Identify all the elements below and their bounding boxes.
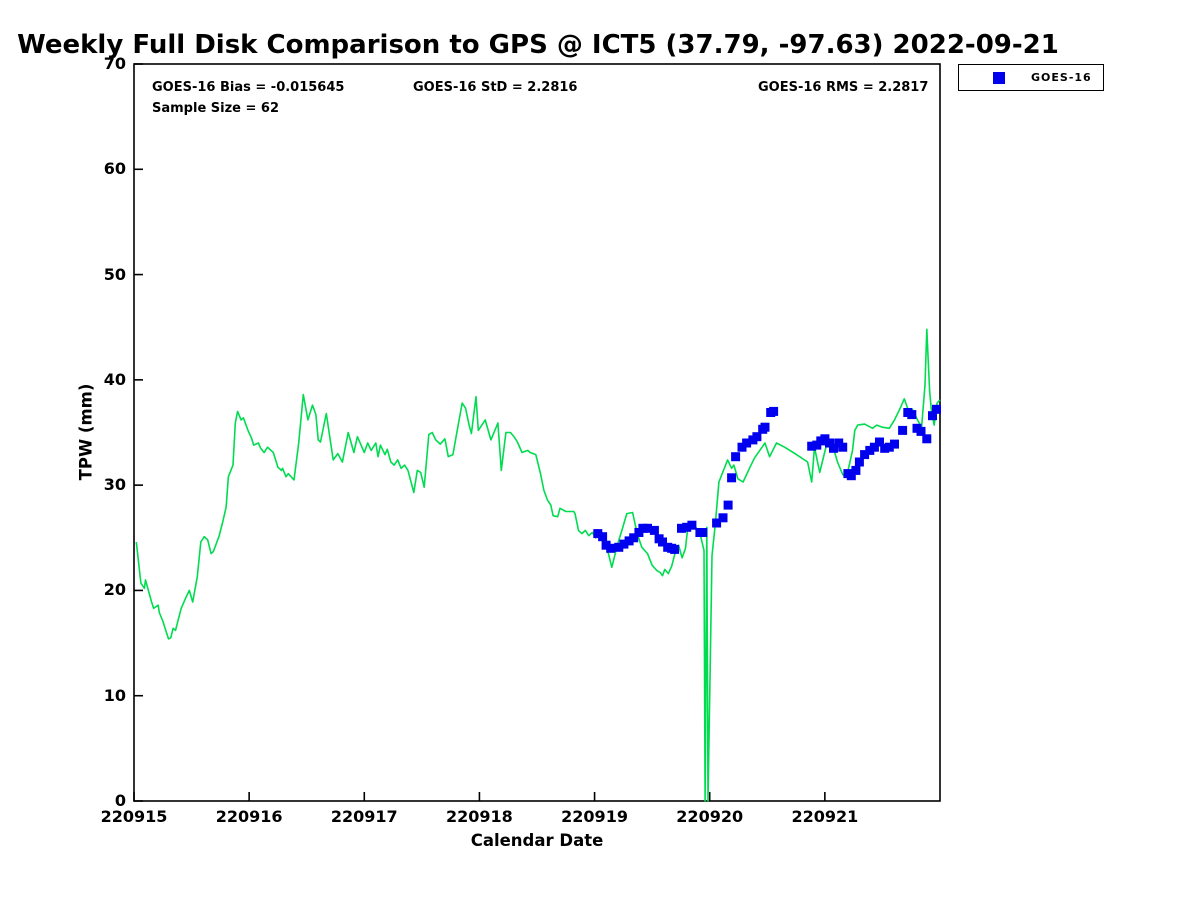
- x-tick-label: 220916: [215, 807, 283, 826]
- goes16-data-point-marker: [737, 442, 747, 452]
- goes16-data-point-marker: [854, 457, 864, 467]
- goes16-data-point-marker: [829, 443, 838, 453]
- goes16-data-point-marker: [727, 473, 737, 483]
- x-tick-label: 220917: [330, 807, 398, 826]
- goes16-data-point-marker: [731, 452, 741, 462]
- goes16-data-point-marker: [606, 543, 616, 553]
- goes16-data-point-marker: [712, 518, 722, 528]
- legend-goes16-label: GOES-16: [1031, 71, 1092, 84]
- x-axis-label: Calendar Date: [470, 831, 604, 850]
- goes16-data-point-marker: [682, 522, 692, 532]
- legend-goes16-marker-icon: [993, 71, 1005, 84]
- goes16-data-point-marker: [807, 441, 817, 451]
- goes16-data-point-marker: [658, 537, 667, 547]
- goes16-data-point-marker: [760, 422, 770, 432]
- gps-line-series: [135, 328, 941, 802]
- goes16-data-point-marker: [825, 438, 834, 448]
- goes16-data-point-marker: [898, 425, 908, 435]
- goes16-data-point-marker: [698, 528, 708, 537]
- stat-sample-size: Sample Size = 62: [152, 101, 280, 116]
- x-tick-label: 220919: [561, 807, 628, 826]
- goes16-data-point-marker: [677, 523, 686, 533]
- x-tick-label: 220915: [100, 807, 168, 826]
- goes16-data-point-marker: [769, 406, 779, 416]
- goes16-data-point-marker: [865, 445, 875, 455]
- goes16-data-point-marker: [593, 529, 603, 539]
- legend-box: GOES-16: [958, 64, 1104, 91]
- plot-box: [133, 63, 941, 802]
- goes16-data-point-marker: [890, 439, 899, 449]
- stat-bias: GOES-16 Bias = -0.015645: [152, 80, 345, 95]
- goes16-data-point-marker: [916, 426, 926, 436]
- y-tick-label: 50: [103, 264, 126, 284]
- goes16-data-point-marker: [643, 523, 652, 533]
- goes16-data-point-marker: [820, 434, 830, 444]
- goes16-data-point-marker: [884, 442, 894, 452]
- gps-line: [135, 328, 941, 802]
- goes16-data-point-marker: [718, 513, 728, 523]
- goes16-data-point-marker: [907, 410, 917, 420]
- goes16-data-point-marker: [687, 520, 697, 530]
- y-tick-label: 0: [114, 791, 126, 810]
- x-tick-label: 220918: [446, 807, 513, 826]
- goes16-data-point-marker: [629, 533, 639, 543]
- goes16-data-point-marker: [638, 523, 648, 533]
- goes16-data-point-marker: [670, 544, 680, 554]
- goes16-data-point-marker: [614, 542, 624, 552]
- stat-rms: GOES-16 RMS = 2.2817: [758, 80, 929, 95]
- goes16-data-point-marker: [928, 411, 937, 421]
- goes16-data-point-marker: [624, 536, 634, 546]
- goes16-data-point-marker: [846, 471, 856, 481]
- y-tick-label: 10: [103, 685, 126, 705]
- goes16-data-point-marker: [838, 442, 848, 452]
- y-tick-label: 70: [103, 54, 126, 73]
- goes16-data-point-marker: [851, 465, 861, 475]
- y-tick-label: 40: [103, 369, 126, 389]
- goes16-data-point-marker: [601, 540, 611, 550]
- y-tick-label: 60: [103, 159, 126, 179]
- goes16-data-point-marker: [875, 437, 884, 447]
- goes16-data-point-marker: [649, 525, 659, 535]
- goes16-data-point-marker: [752, 432, 762, 442]
- chart-title: Weekly Full Disk Comparison to GPS @ ICT…: [17, 30, 1059, 60]
- goes16-data-point-marker: [598, 532, 608, 542]
- goes16-data-point-marker: [723, 500, 733, 510]
- stat-std: GOES-16 StD = 2.2816: [413, 80, 578, 95]
- x-tick-label: 220921: [791, 807, 859, 826]
- goes16-data-point-marker: [619, 539, 629, 549]
- plot-axes: [133, 63, 941, 802]
- y-tick-label: 20: [103, 580, 126, 600]
- goes16-data-point-marker: [922, 434, 932, 444]
- goes16-data-point-marker: [742, 438, 752, 448]
- goes16-data-point-marker: [880, 443, 890, 453]
- goes16-data-point-marker: [932, 404, 941, 414]
- goes16-marker-series: [593, 404, 941, 554]
- goes16-data-point-marker: [860, 450, 870, 460]
- x-tick-label: 220920: [676, 807, 744, 826]
- y-tick-label: 30: [103, 475, 126, 495]
- y-axis-label: TPW (mm): [76, 383, 96, 481]
- goes16-data-point-marker: [869, 442, 879, 452]
